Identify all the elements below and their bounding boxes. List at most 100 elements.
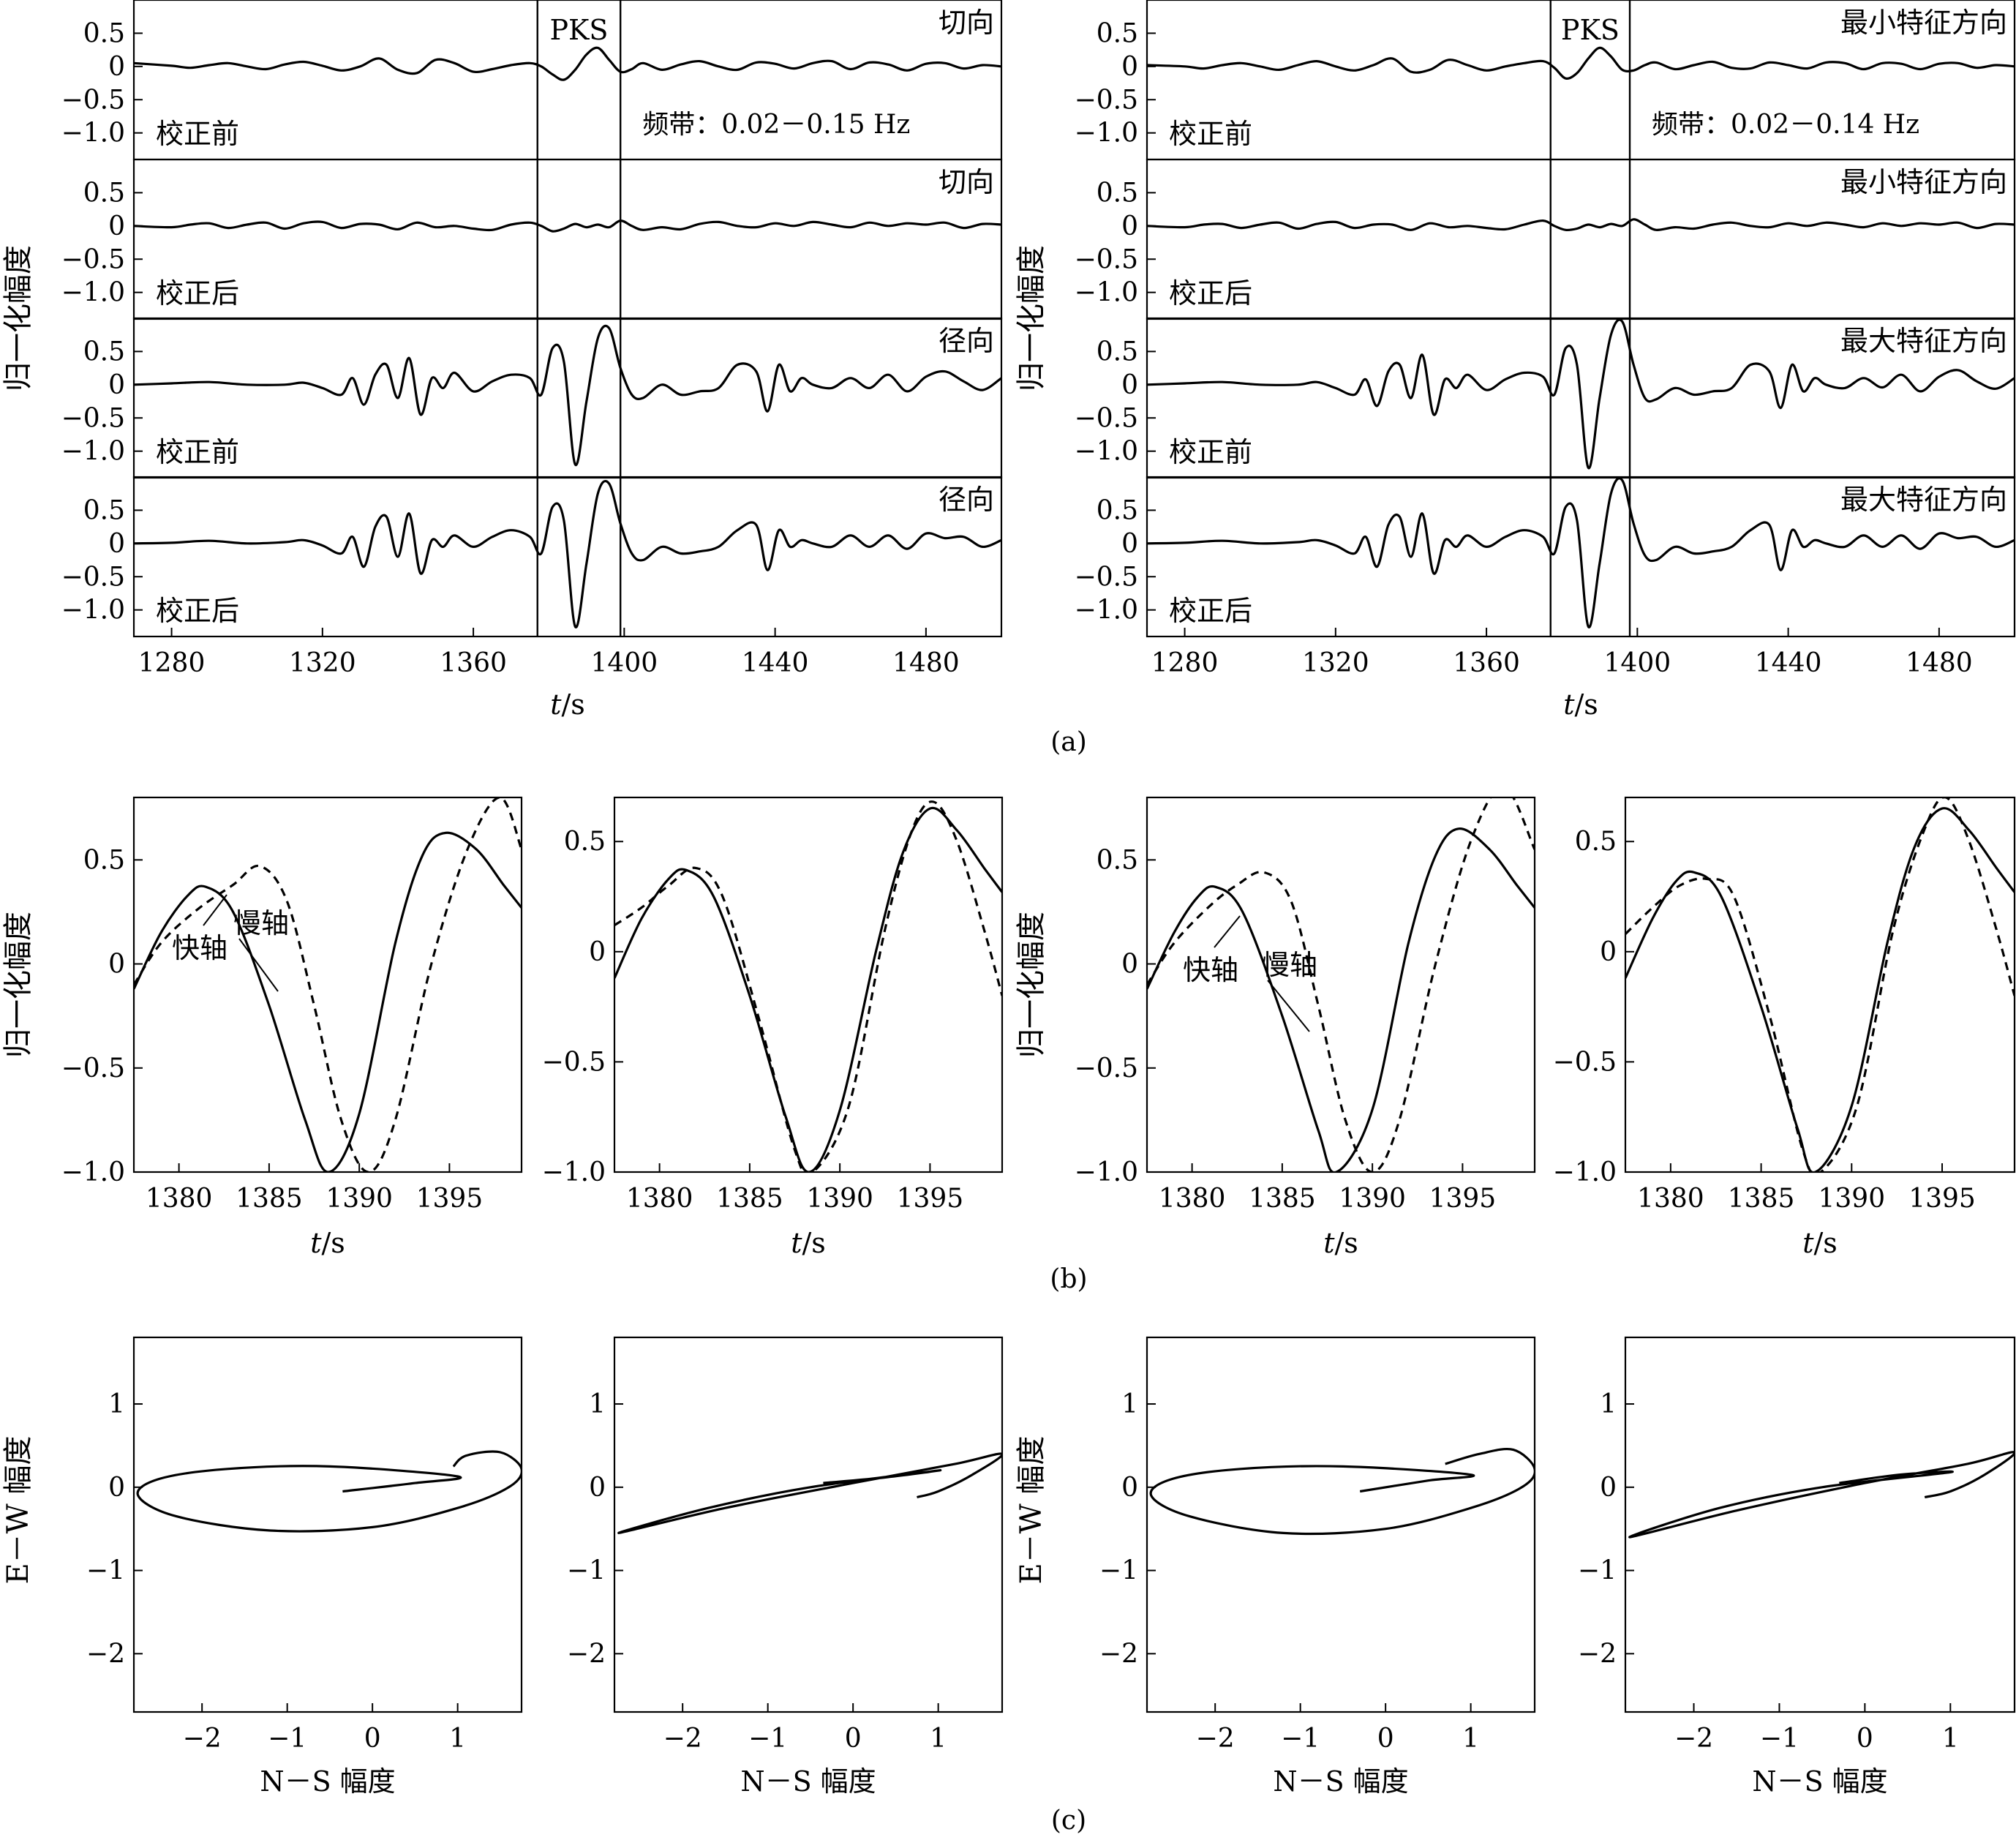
y-tick-label: 0 (1121, 950, 1138, 980)
y-tick-label: −1 (86, 1556, 125, 1586)
x-tick-label: 1400 (1604, 648, 1671, 678)
x-tick-label: 1390 (1818, 1184, 1885, 1214)
y-axis-label: E－W 幅度 (1, 1435, 35, 1584)
x-tick-label: 1280 (1151, 648, 1219, 678)
slow-axis-label: 慢轴 (233, 907, 289, 939)
y-tick-label: 0 (589, 937, 606, 967)
fast-axis-label: 快轴 (172, 932, 227, 964)
waveform-trace (134, 480, 1001, 628)
component-label: 切向 (939, 166, 994, 198)
x-tick-label: 1385 (1728, 1184, 1795, 1214)
correction-state-label: 校正后 (1169, 595, 1252, 627)
x-tick-label: 1 (1942, 1724, 1959, 1754)
x-axis-label: t/s (550, 688, 585, 721)
slow-axis-label: 慢轴 (1262, 949, 1317, 981)
x-axis-label: N－S 幅度 (740, 1765, 876, 1798)
y-tick-label: −0.5 (1075, 403, 1138, 433)
y-tick-label: 1 (108, 1389, 125, 1419)
x-tick-label: −2 (183, 1724, 222, 1754)
y-tick-label: 0.5 (83, 178, 125, 208)
x-axis-var: t (1802, 1227, 1814, 1259)
slow-axis-trace (1625, 797, 2015, 1172)
pks-label: PKS (1561, 14, 1620, 46)
y-tick-label: 0.5 (1575, 827, 1617, 857)
y-tick-label: −1.0 (61, 437, 125, 467)
fast-axis-trace (1147, 827, 1535, 1172)
x-axis-unit: /s (1334, 1227, 1358, 1259)
y-tick-label: −0.5 (61, 1054, 125, 1084)
x-axis-var: t (791, 1227, 802, 1259)
x-tick-label: −2 (663, 1724, 702, 1754)
slow-axis-leader (1267, 980, 1310, 1032)
component-label: 最小特征方向 (1840, 166, 2007, 198)
x-tick-label: 1380 (1637, 1184, 1704, 1214)
y-tick-label: −1.0 (1075, 278, 1138, 308)
x-axis-var: t (1323, 1227, 1335, 1259)
part-label: (c) (1051, 1806, 1086, 1836)
y-axis-label: 归一化幅度 (1015, 912, 1048, 1058)
correction-state-label: 校正前 (1169, 436, 1252, 468)
x-tick-label: 1380 (626, 1184, 693, 1214)
particle-motion-frame (132, 1336, 523, 1713)
x-tick-label: 1395 (1908, 1184, 1976, 1214)
y-tick-label: 0 (1600, 937, 1617, 967)
y-tick-label: −0.5 (1075, 562, 1138, 592)
y-tick-label: 0 (589, 1473, 606, 1503)
x-axis-label: t/s (1802, 1227, 1838, 1259)
x-axis-var: t (1563, 688, 1575, 721)
x-tick-label: 1 (930, 1724, 947, 1754)
y-tick-label: −1.0 (61, 278, 125, 308)
y-tick-label: −1.0 (1553, 1157, 1617, 1187)
x-tick-label: 0 (364, 1724, 381, 1754)
y-tick-label: 0 (1121, 52, 1138, 82)
correction-state-label: 校正前 (1169, 118, 1252, 150)
y-tick-label: −1.0 (61, 1157, 125, 1187)
pulse-panel-frame (132, 796, 523, 1174)
pulse-panel-frame (1624, 796, 2016, 1174)
y-tick-label: 0 (108, 1473, 125, 1503)
x-tick-label: 0 (845, 1724, 862, 1754)
part-label: (a) (1050, 727, 1087, 757)
waveform-trace (134, 324, 1001, 467)
x-tick-label: 1360 (1453, 648, 1520, 678)
component-label: 径向 (939, 325, 994, 357)
y-tick-label: 0.5 (83, 18, 125, 48)
y-tick-label: 0 (108, 370, 125, 400)
x-tick-label: 1380 (146, 1184, 213, 1214)
x-axis-unit: /s (321, 1227, 345, 1259)
y-tick-label: −2 (567, 1639, 606, 1669)
particle-motion-frame (1624, 1336, 2016, 1713)
waveform-panel-frame (1146, 476, 2016, 638)
x-tick-label: 1 (1462, 1724, 1479, 1754)
y-tick-label: 0 (1121, 370, 1138, 400)
y-tick-label: −1.0 (1075, 437, 1138, 467)
component-label: 最大特征方向 (1840, 484, 2007, 516)
y-tick-label: −1.0 (542, 1157, 606, 1187)
y-tick-label: 0 (1121, 211, 1138, 241)
fast-axis-trace (1625, 807, 2015, 1172)
x-axis-label: t/s (1323, 1227, 1358, 1259)
particle-motion-trace (136, 1450, 522, 1533)
correction-state-label: 校正后 (156, 595, 239, 627)
y-tick-label: −1.0 (61, 119, 125, 149)
x-axis-label: t/s (310, 1227, 345, 1259)
y-tick-label: 0.5 (1097, 845, 1138, 875)
y-tick-label: −1.0 (1075, 119, 1138, 149)
fast-axis-trace (614, 806, 1002, 1172)
component-label: 径向 (939, 484, 994, 516)
y-tick-label: −0.5 (61, 403, 125, 433)
component-label: 最小特征方向 (1840, 7, 2007, 39)
x-tick-label: 1395 (416, 1184, 484, 1214)
x-axis-unit: /s (802, 1227, 825, 1259)
y-tick-label: 0 (1121, 529, 1138, 559)
particle-motion-frame (1146, 1336, 1536, 1713)
y-tick-label: 0 (108, 52, 125, 82)
y-tick-label: 0.5 (564, 827, 606, 857)
particle-motion-frame (613, 1336, 1004, 1713)
correction-state-label: 校正前 (156, 118, 239, 150)
x-axis-var: t (310, 1227, 322, 1259)
x-tick-label: 1480 (1906, 648, 1973, 678)
x-tick-label: 1395 (897, 1184, 964, 1214)
y-tick-label: 0.5 (83, 495, 125, 525)
x-tick-label: 0 (1857, 1724, 1873, 1754)
